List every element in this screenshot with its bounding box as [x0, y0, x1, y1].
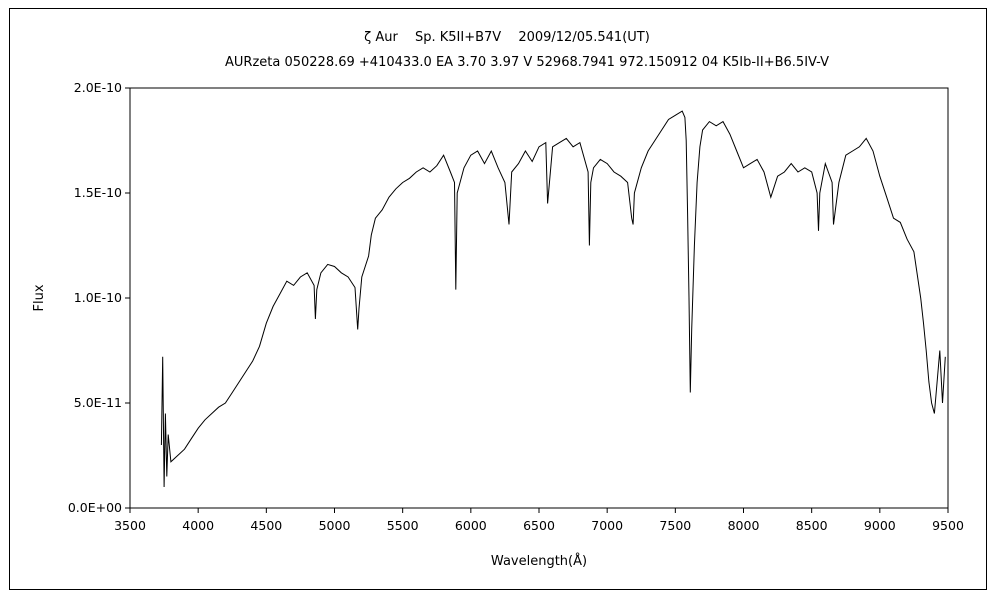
chart-subtitle: AURzeta 050228.69 +410433.0 EA 3.70 3.97…	[225, 55, 829, 70]
x-tick-label: 4000	[182, 518, 214, 533]
spectrum-line	[160, 110, 946, 488]
y-tick-label: 0.0E+00	[68, 500, 122, 515]
x-tick-label: 8500	[796, 518, 828, 533]
x-tick-label: 9500	[932, 518, 964, 533]
chart-title: ζ Aur Sp. K5II+B7V 2009/12/05.541(UT)	[364, 30, 650, 45]
x-tick-label: 6000	[455, 518, 487, 533]
x-axis-label: Wavelength(Å)	[491, 553, 587, 569]
x-tick-label: 3500	[114, 518, 146, 533]
y-axis: 0.0E+00 5.0E-11 1.0E-10 1.5E-10 2.0E-10	[68, 80, 130, 515]
y-tick-label: 5.0E-11	[74, 395, 122, 410]
y-tick-label: 1.0E-10	[74, 290, 122, 305]
x-tick-label: 8000	[728, 518, 760, 533]
x-tick-label: 5500	[387, 518, 419, 533]
x-axis: 3500 4000 4500 5000 5500 6000 6500 7000 7500 8000…	[114, 508, 964, 533]
x-tick-label: 4500	[250, 518, 282, 533]
y-tick-label: 2.0E-10	[74, 80, 122, 95]
y-tick-label: 1.5E-10	[74, 185, 122, 200]
x-tick-label: 9000	[864, 518, 896, 533]
plot-area	[129, 87, 949, 509]
y-axis-label: Flux	[32, 284, 47, 311]
x-tick-label: 5000	[319, 518, 351, 533]
x-tick-label: 7000	[591, 518, 623, 533]
x-tick-label: 6500	[523, 518, 555, 533]
chart-frame	[9, 8, 987, 590]
x-tick-label: 7500	[659, 518, 691, 533]
